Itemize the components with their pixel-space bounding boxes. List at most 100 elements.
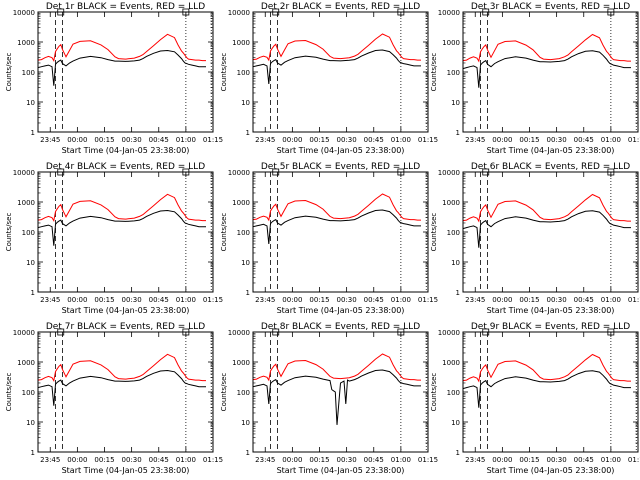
y-tick-label: 10: [241, 99, 250, 107]
y-tick-label: 1: [246, 289, 250, 297]
y-tick-label: 1: [31, 449, 35, 457]
x-tick-label: 01:00: [176, 456, 196, 464]
x-tick-label: 01:15: [628, 456, 640, 464]
y-tick-label: 100: [22, 229, 35, 237]
x-tick-label: 00:45: [149, 136, 169, 144]
y-tick-label: 1000: [442, 39, 460, 47]
y-tick-label: 10: [451, 259, 460, 267]
y-axis-label: Counts/sec: [430, 53, 438, 92]
series-lld-line: [462, 193, 631, 223]
y-tick-label: 1: [246, 129, 250, 137]
y-tick-label: 1: [456, 289, 460, 297]
x-tick-label: 23:45: [465, 456, 485, 464]
x-axis-label: Start Time (04-Jan-05 23:38:00): [62, 306, 190, 315]
x-tick-label: 00:45: [364, 296, 384, 304]
chart-panel-9: Det 9r BLACK = Events, RED = LLD Counts/s…: [430, 322, 640, 475]
x-tick-label: 23:45: [40, 136, 60, 144]
x-tick-label: 00:30: [547, 456, 567, 464]
y-tick-label: 1000: [232, 39, 250, 47]
y-tick-label: 10000: [13, 9, 35, 17]
chart-panel-1: Det 1r BLACK = Events, RED = LLD Counts/s…: [5, 2, 223, 155]
series-events-line: [462, 210, 631, 248]
x-tick-label: 00:00: [67, 296, 87, 304]
y-axis-label: Counts/sec: [220, 373, 228, 412]
x-axis-label: Start Time (04-Jan-05 23:38:00): [487, 466, 615, 475]
x-tick-label: 01:15: [628, 296, 640, 304]
series-events-line: [252, 209, 421, 244]
chart-title: Det 8r BLACK = Events, RED = LLD: [261, 322, 420, 332]
chart-panel-8: Det 8r BLACK = Events, RED = LLD Counts/s…: [220, 322, 438, 475]
series-events-line: [462, 50, 631, 88]
series-lld-line: [462, 353, 631, 383]
y-tick-label: 10000: [438, 329, 460, 337]
chart-title: Det 2r BLACK = Events, RED = LLD: [261, 2, 420, 12]
x-axis-label: Start Time (04-Jan-05 23:38:00): [277, 306, 405, 315]
x-tick-label: 00:45: [574, 296, 594, 304]
series-lld-line: [252, 193, 421, 222]
series-events-line: [252, 49, 421, 84]
x-tick-label: 00:45: [149, 456, 169, 464]
y-tick-label: 10000: [228, 329, 250, 337]
y-tick-label: 1000: [232, 359, 250, 367]
y-tick-label: 1: [456, 129, 460, 137]
y-tick-label: 1: [31, 129, 35, 137]
x-tick-label: 00:30: [122, 456, 142, 464]
x-tick-label: 00:45: [149, 296, 169, 304]
series-lld-line: [37, 193, 206, 222]
x-tick-label: 00:15: [519, 296, 539, 304]
y-axis-label: Counts/sec: [430, 213, 438, 252]
y-tick-label: 1: [31, 289, 35, 297]
chart-panel-2: Det 2r BLACK = Events, RED = LLD Counts/s…: [220, 2, 438, 155]
x-axis-label: Start Time (04-Jan-05 23:38:00): [487, 306, 615, 315]
series-events-line: [462, 370, 631, 408]
chart-title: Det 9r BLACK = Events, RED = LLD: [471, 322, 630, 332]
x-tick-label: 00:30: [337, 296, 357, 304]
x-tick-label: 00:30: [547, 136, 567, 144]
x-tick-label: 00:00: [282, 136, 302, 144]
x-tick-label: 00:00: [282, 456, 302, 464]
y-tick-label: 100: [237, 229, 250, 237]
chart-title: Det 3r BLACK = Events, RED = LLD: [471, 2, 630, 12]
x-axis-label: Start Time (04-Jan-05 23:38:00): [277, 466, 405, 475]
y-tick-label: 100: [447, 229, 460, 237]
y-tick-label: 100: [237, 69, 250, 77]
series-events-line: [252, 369, 421, 425]
y-axis-label: Counts/sec: [5, 373, 13, 412]
x-tick-label: 23:45: [255, 296, 275, 304]
plot-frame: [252, 11, 429, 133]
series-lld-line: [252, 33, 421, 62]
x-tick-label: 00:00: [492, 136, 512, 144]
y-tick-label: 100: [447, 389, 460, 397]
chart-panel-5: Det 5r BLACK = Events, RED = LLD Counts/s…: [220, 162, 438, 315]
x-tick-label: 00:00: [67, 136, 87, 144]
x-tick-label: 23:45: [465, 296, 485, 304]
chart-panel-3: Det 3r BLACK = Events, RED = LLD Counts/s…: [430, 2, 640, 155]
x-tick-label: 00:45: [364, 456, 384, 464]
series-lld-line: [252, 353, 421, 382]
x-tick-label: 01:15: [418, 136, 438, 144]
series-events-line: [37, 49, 206, 86]
y-tick-label: 1000: [442, 199, 460, 207]
x-tick-label: 00:15: [309, 136, 329, 144]
y-tick-label: 10: [451, 419, 460, 427]
x-tick-label: 01:15: [418, 296, 438, 304]
y-tick-label: 10000: [13, 169, 35, 177]
x-tick-label: 00:30: [122, 296, 142, 304]
series-events-line: [37, 369, 206, 406]
x-tick-label: 00:30: [122, 136, 142, 144]
x-tick-label: 00:15: [309, 456, 329, 464]
x-tick-label: 01:00: [391, 456, 411, 464]
x-tick-label: 01:00: [601, 136, 621, 144]
x-tick-label: 00:00: [492, 456, 512, 464]
chart-title: Det 1r BLACK = Events, RED = LLD: [46, 2, 205, 12]
y-tick-label: 100: [22, 69, 35, 77]
x-tick-label: 00:45: [574, 136, 594, 144]
x-tick-label: 00:15: [94, 296, 114, 304]
x-tick-label: 01:15: [203, 456, 223, 464]
y-tick-label: 10: [451, 99, 460, 107]
x-tick-label: 00:15: [519, 456, 539, 464]
y-tick-label: 1000: [17, 359, 35, 367]
x-tick-label: 00:45: [364, 136, 384, 144]
chart-title: Det 4r BLACK = Events, RED = LLD: [46, 162, 205, 172]
